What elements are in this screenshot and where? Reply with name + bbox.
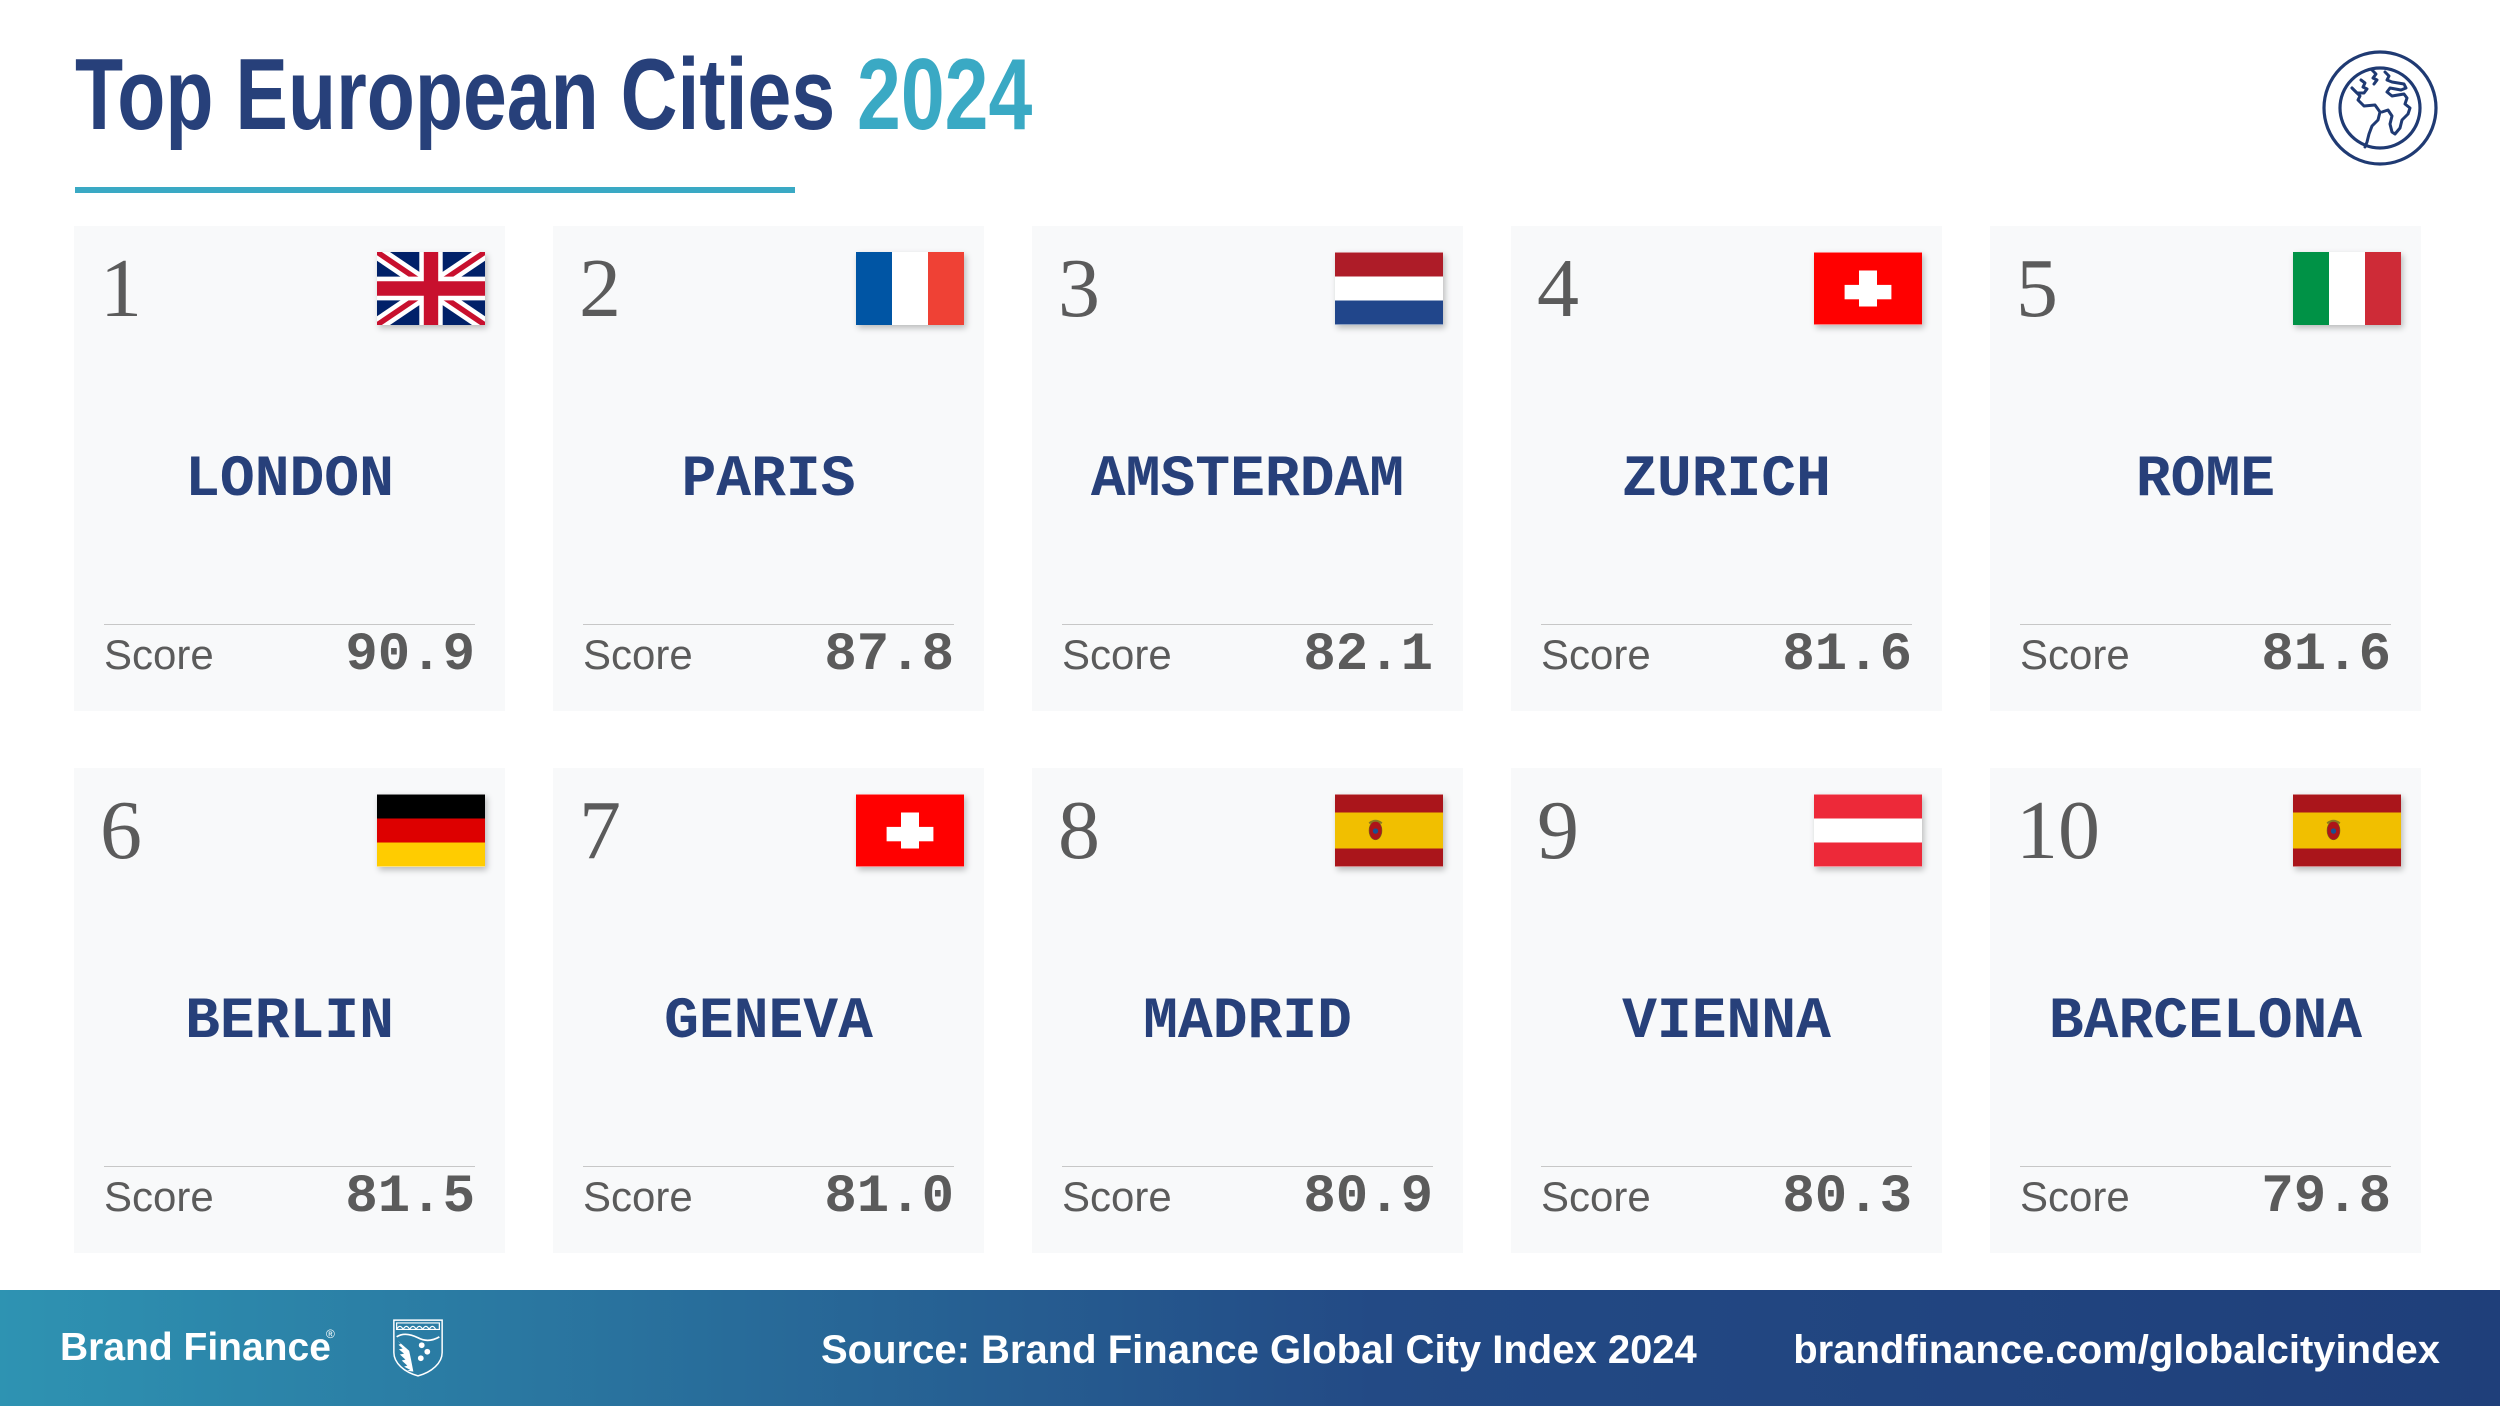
svg-text:®: ®	[326, 1327, 335, 1341]
svg-text:Brand Finance: Brand Finance	[60, 1326, 331, 1369]
